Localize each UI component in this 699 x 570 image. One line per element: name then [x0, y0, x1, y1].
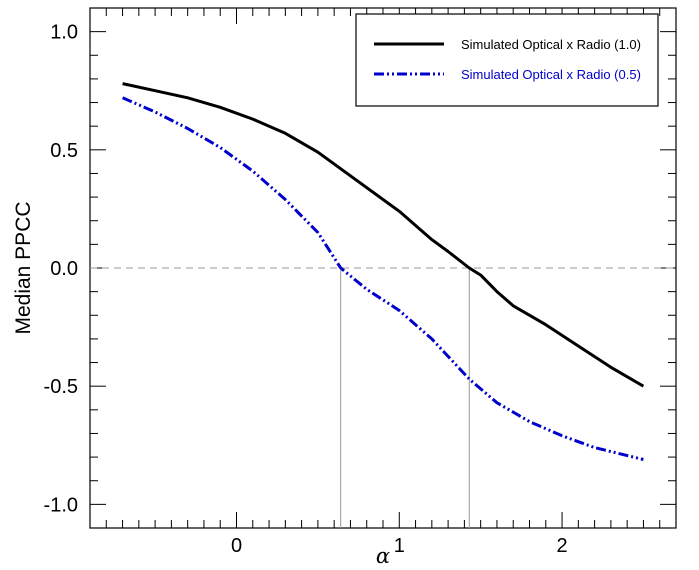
- x-tick-label: 2: [556, 535, 567, 557]
- x-tick-label: 1: [394, 535, 405, 557]
- guide-lines: [90, 267, 676, 528]
- legend: Simulated Optical x Radio (1.0) Simulate…: [355, 13, 659, 107]
- legend-box: [355, 13, 659, 107]
- series-line-1: [122, 82, 645, 388]
- series-layer: [121, 82, 645, 461]
- y-tick-label: 0.5: [50, 140, 78, 162]
- y-tick-label: 0.0: [50, 258, 78, 280]
- axis-ticks: [89, 7, 677, 529]
- y-tick-label: -0.5: [44, 376, 78, 398]
- y-axis-title: Median PPCC: [12, 201, 35, 334]
- tick-labels: 0 1 2 1.0 0.5 0.0 -0.5 -1.0: [44, 22, 568, 557]
- x-tick-label: 0: [231, 535, 242, 557]
- legend-label-series-1: Simulated Optical x Radio (1.0): [461, 37, 641, 52]
- legend-label-series-2: Simulated Optical x Radio (0.5): [461, 67, 641, 82]
- x-axis-title: α: [376, 544, 390, 568]
- series-line-2: [121, 96, 644, 461]
- y-tick-label: 1.0: [50, 22, 78, 44]
- y-tick-label: -1.0: [44, 494, 78, 516]
